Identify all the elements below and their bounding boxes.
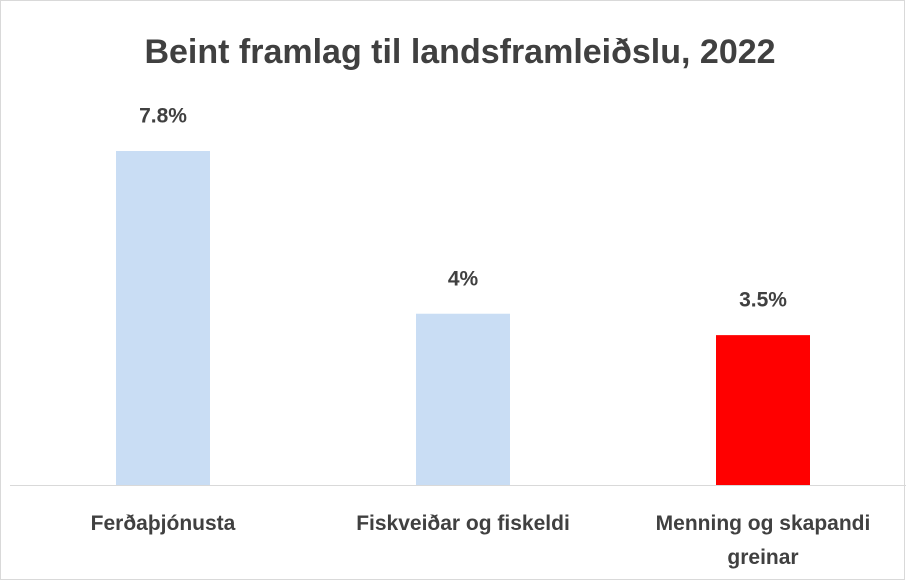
data-label: 7.8%	[139, 105, 187, 128]
bar	[416, 313, 510, 485]
x-tick-label: Fiskveiðar og fiskeldi	[356, 512, 570, 535]
chart-title: Beint framlag til landsframleiðslu, 2022	[144, 33, 775, 71]
data-label: 4%	[448, 267, 479, 290]
data-label: 3.5%	[739, 289, 787, 312]
x-tick-label: Ferðaþjónusta	[90, 512, 236, 535]
bar	[716, 335, 810, 485]
x-tick-label: Menning og skapandi greinar	[655, 512, 871, 569]
bar	[116, 151, 210, 485]
